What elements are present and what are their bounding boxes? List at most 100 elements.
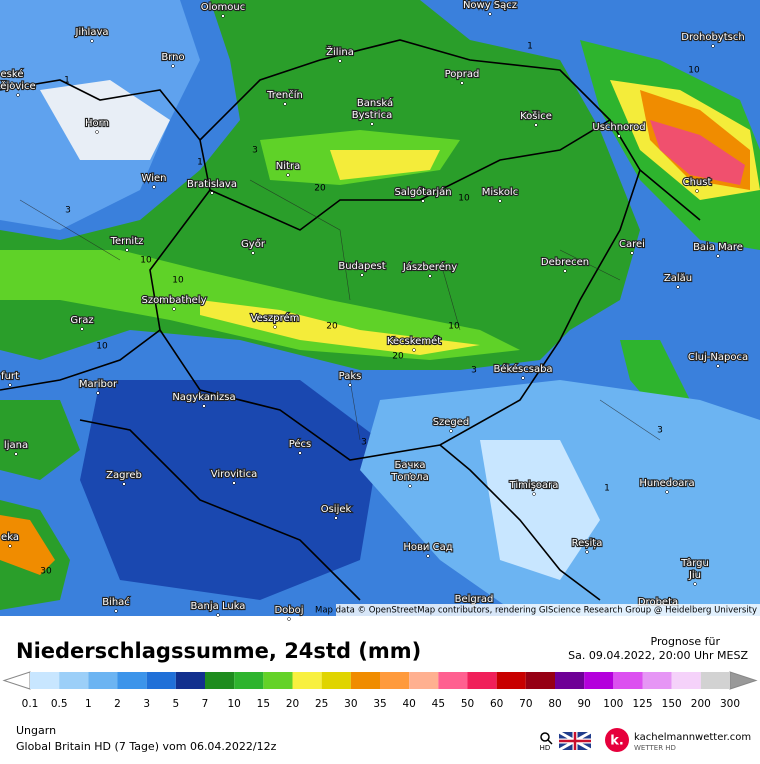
legend-tick-label: 90: [577, 698, 590, 710]
legend-swatch: [438, 672, 468, 689]
legend-swatch: [175, 672, 205, 689]
contour-label: 10: [458, 194, 470, 204]
legend-tick-label: 30: [344, 698, 357, 710]
legend-swatch: [117, 672, 147, 689]
city-label: Carei: [619, 239, 645, 250]
city-dot: [370, 122, 374, 126]
city-dot: [232, 481, 236, 485]
legend-tick-label: 150: [662, 698, 682, 710]
city-dot: [716, 254, 720, 258]
legend-tick-label: 35: [373, 698, 386, 710]
city-label: Žilina: [326, 45, 354, 58]
legend-tick-label: 2: [114, 698, 121, 710]
legend-swatch: [409, 672, 439, 689]
city-label: Timișoara: [509, 480, 559, 491]
legend-swatch: [584, 672, 614, 689]
legend-swatch: [555, 672, 585, 689]
contour-label: 1: [527, 42, 533, 52]
city-dot: [428, 274, 432, 278]
city-dot: [96, 391, 100, 395]
city-label: ljana: [4, 440, 28, 451]
legend-swatch: [59, 672, 89, 689]
legend-swatch: [321, 672, 351, 689]
map-labels: 1 10 1 3 20 10 3 10 10 20 10 20 10 3 3 3 1 30 1 Olomouc Nowy…: [0, 0, 749, 621]
legend-tick-label: 5: [172, 698, 179, 710]
city-label: Wien: [142, 173, 167, 184]
city-dot: [665, 490, 669, 494]
model-info: Global Britain HD (7 Tage) vom 06.04.202…: [16, 740, 277, 753]
city-label: Нови Сад: [403, 542, 452, 553]
region: Ungarn: [16, 724, 56, 737]
city-label: Belgrad: [455, 594, 494, 605]
city-label: Trenčín: [266, 89, 303, 101]
legend-tick-label: 3: [143, 698, 150, 710]
city-label: Hunedoara: [639, 478, 694, 489]
city-dot: [122, 482, 126, 486]
city-label: furt: [1, 371, 19, 382]
city-label: Horn: [85, 118, 109, 129]
contour-label: 10: [96, 342, 108, 352]
city-label: eské: [1, 68, 24, 80]
legend-tick-label: 80: [548, 698, 561, 710]
city-label: Drohobytsch: [681, 32, 744, 43]
city-label: Kecskemét: [387, 335, 441, 347]
city-label: Bystrica: [352, 110, 392, 121]
legend-tick-label: 15: [257, 698, 270, 710]
city-dot: [171, 64, 175, 68]
city-dot: [348, 383, 352, 387]
city-label: Zalău: [664, 273, 692, 284]
contour-label: 3: [65, 206, 71, 216]
city-label: Reșița: [572, 538, 603, 549]
contour-label: 1: [64, 76, 70, 86]
city-dot: [286, 173, 290, 177]
color-legend: 0.1 0.5 1 2 3 5 7 10 15 20 25 30 35 40 45 50 60 70 80 90 100…: [2, 671, 758, 710]
city-label: Graz: [70, 315, 93, 326]
city-dot: [334, 516, 338, 520]
city-dot: [95, 130, 99, 134]
city-label: Uschnorod: [592, 122, 645, 133]
legend-tick-label: 125: [632, 698, 652, 710]
legend-swatch: [292, 672, 322, 689]
city-label: eka: [1, 532, 19, 543]
legend-tick-label: 20: [286, 698, 299, 710]
city-label: Pécs: [289, 438, 312, 450]
hd-label: HD: [540, 744, 551, 752]
city-label: Cluj-Napoca: [688, 352, 748, 363]
contour-label: 10: [448, 322, 460, 332]
brand-sub: WETTER HD: [634, 744, 676, 752]
contour-label: 20: [392, 352, 404, 362]
city-label: Jihlava: [74, 27, 108, 38]
city-dot: [408, 484, 412, 488]
city-dot: [172, 307, 176, 311]
legend-swatch: [496, 672, 526, 689]
city-label: Nitra: [276, 161, 300, 172]
brand: kachelmannwetter.com: [634, 732, 751, 743]
city-dot: [8, 544, 12, 548]
city-dot: [563, 269, 567, 273]
contour-label: 1: [604, 484, 610, 494]
legend-tick-label: 40: [402, 698, 415, 710]
city-label: Osijek: [321, 504, 352, 515]
city-label: Győr: [241, 238, 266, 250]
flag-icon[interactable]: [558, 730, 592, 752]
city-label: Budapest: [338, 261, 385, 272]
legend-swatch: [700, 672, 730, 689]
legend-swatch: [88, 672, 118, 689]
city-label: Miskolc: [482, 187, 518, 198]
city-dot: [617, 134, 621, 138]
city-dot: [449, 429, 453, 433]
contour-label: 20: [326, 322, 338, 332]
legend-swatch: [263, 672, 293, 689]
city-label: Paks: [339, 371, 362, 382]
city-label: Târgu: [680, 557, 709, 569]
city-dot: [421, 199, 425, 203]
city-dot: [693, 570, 697, 574]
legend-swatch: [205, 672, 235, 689]
city-dot: [534, 123, 538, 127]
city-label: Baia Mare: [693, 242, 743, 253]
legend-swatch: [525, 672, 555, 689]
legend-tick-label: 7: [202, 698, 209, 710]
brand-logo: [605, 728, 629, 752]
contour-label: 3: [657, 426, 663, 436]
contour-label: 10: [140, 256, 152, 266]
